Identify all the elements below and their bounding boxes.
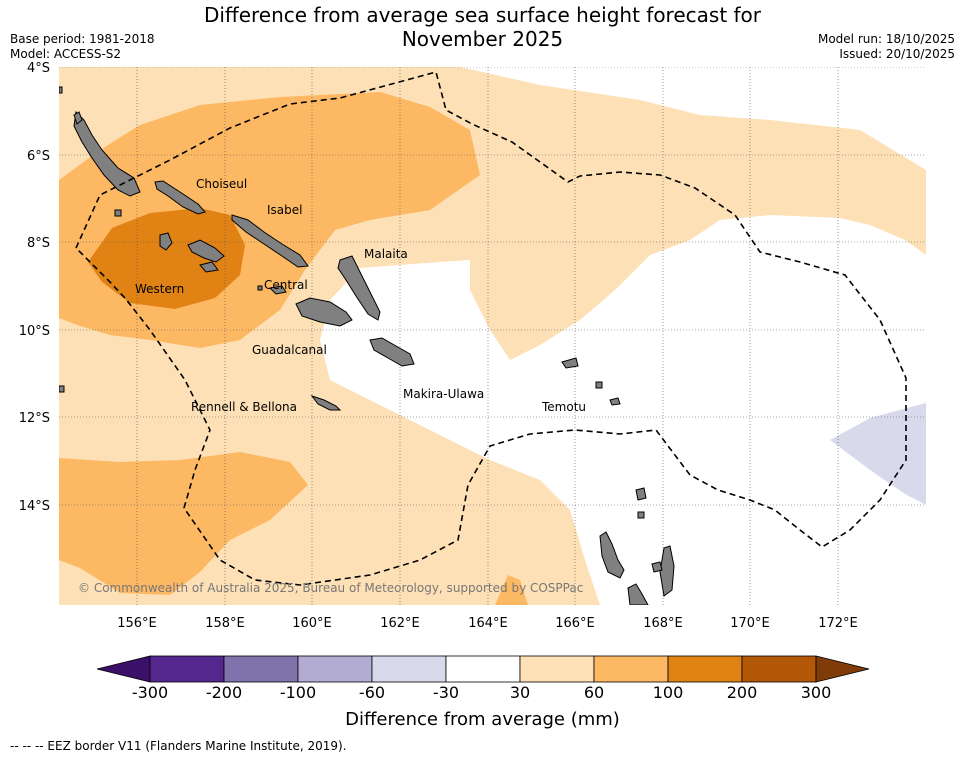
- model-run: Model run: 18/10/2025: [817, 32, 955, 46]
- map-area: Choiseul Isabel Malaita Western Central …: [59, 67, 926, 605]
- colorbar-tick: -100: [279, 683, 317, 702]
- meta-right: Model run: 18/10/2025 Issued: 20/10/2025: [818, 32, 955, 62]
- colorbar-swatch: [741, 655, 817, 683]
- rennell-island: [310, 395, 342, 411]
- colorbar-tick: -30: [432, 683, 460, 702]
- contour-60-100-small: [495, 575, 528, 605]
- torres-islet: [637, 511, 645, 519]
- model-name: Model: ACCESS-S2: [10, 47, 122, 61]
- lon-label-164e: 164°E: [468, 616, 508, 631]
- colorbar-tick: -60: [358, 683, 386, 702]
- colorbar-swatch: [667, 655, 743, 683]
- new-georgia-island: [187, 239, 225, 263]
- lon-label-170e: 170°E: [730, 616, 770, 631]
- colorbar-swatch: [445, 655, 521, 683]
- place-choiseul: Choiseul: [196, 177, 247, 191]
- lat-label-6s: 6°S: [27, 149, 50, 164]
- eez-legend-note: -- -- -- EEZ border V11 (Flanders Marine…: [10, 739, 347, 753]
- title-line-1: Difference from average sea surface heig…: [203, 3, 762, 27]
- chart-title: Difference from average sea surface heig…: [150, 3, 815, 51]
- colorbar-extend-low: [96, 655, 151, 683]
- isabel-island: [231, 214, 309, 268]
- lat-label-8s: 8°S: [27, 236, 50, 251]
- banks-islet: [635, 487, 647, 501]
- base-period: Base period: 1981-2018: [10, 32, 155, 46]
- colorbar-swatch: [223, 655, 299, 683]
- colorbar-tick: 60: [583, 683, 605, 702]
- place-makira-ulawa: Makira-Ulawa: [403, 387, 484, 401]
- choiseul-island: [154, 180, 206, 215]
- islands: [59, 86, 675, 605]
- lon-label-156e: 156°E: [117, 616, 157, 631]
- colorbar-tick: 100: [652, 683, 684, 702]
- colorbar-tick: 200: [726, 683, 758, 702]
- place-isabel: Isabel: [267, 203, 302, 217]
- vella-lavella-island: [159, 232, 173, 251]
- lat-label-12s: 12°S: [19, 411, 50, 426]
- colorbar-swatch: [519, 655, 595, 683]
- contour-60-100-south: [59, 452, 308, 595]
- place-guadalcanal: Guadalcanal: [252, 343, 327, 357]
- lon-label-160e: 160°E: [292, 616, 332, 631]
- colorbar-tick: -300: [131, 683, 169, 702]
- pentecost-island: [651, 561, 663, 573]
- small-islet-w: [59, 385, 65, 393]
- colorbar-swatch: [593, 655, 669, 683]
- malaita-island: [337, 255, 381, 321]
- guadalcanal-island: [295, 297, 353, 327]
- lon-label-162e: 162°E: [380, 616, 420, 631]
- lat-label-4s: 4°S: [27, 61, 50, 76]
- buka-island: [73, 111, 83, 125]
- bougainville-island: [73, 110, 141, 197]
- colorbar: [96, 655, 870, 683]
- central-islands: [268, 285, 287, 295]
- colorbar-tick: 300: [800, 683, 832, 702]
- temotu-islet-1: [595, 381, 603, 389]
- copyright-credit: © Commonwealth of Australia 2025, Bureau…: [78, 581, 583, 595]
- lon-label-158e: 158°E: [205, 616, 245, 631]
- colorbar-tick: -200: [205, 683, 243, 702]
- espiritu-santo-island: [627, 583, 649, 605]
- lon-label-168e: 168°E: [643, 616, 683, 631]
- contour-neg30-neg60: [830, 403, 926, 505]
- colorbar-extend-high: [815, 655, 870, 683]
- makira-island: [369, 337, 415, 367]
- colorbar-label: Difference from average (mm): [345, 709, 620, 730]
- colorbar-swatch: [371, 655, 447, 683]
- shortland-islet: [114, 209, 122, 217]
- russell-islet: [257, 285, 263, 291]
- malakula-island: [659, 545, 675, 597]
- place-temotu: Temotu: [541, 400, 586, 414]
- lat-label-14s: 14°S: [19, 499, 50, 514]
- lon-label-166e: 166°E: [555, 616, 595, 631]
- colorbar-tick: 30: [509, 683, 531, 702]
- meta-left: Base period: 1981-2018 Model: ACCESS-S2: [10, 32, 155, 62]
- contour-100-200: [88, 208, 245, 309]
- lat-label-10s: 10°S: [19, 324, 50, 339]
- place-rennell-bellona: Rennell & Bellona: [191, 400, 297, 414]
- santa-cruz-island: [561, 357, 579, 369]
- place-western: Western: [135, 282, 184, 296]
- place-malaita: Malaita: [364, 247, 408, 261]
- title-line-2: November 2025: [401, 27, 564, 51]
- rendova-island: [199, 261, 219, 273]
- eez-border: [75, 71, 907, 586]
- lon-label-172e: 172°E: [818, 616, 858, 631]
- colorbar-swatch: [297, 655, 373, 683]
- colorbar-swatch: [149, 655, 225, 683]
- issued-date: Issued: 20/10/2025: [839, 47, 955, 61]
- place-central: Central: [264, 278, 308, 292]
- temotu-islet-2: [609, 397, 621, 406]
- small-islet-nw: [59, 86, 63, 94]
- vanua-lava-island: [599, 531, 625, 579]
